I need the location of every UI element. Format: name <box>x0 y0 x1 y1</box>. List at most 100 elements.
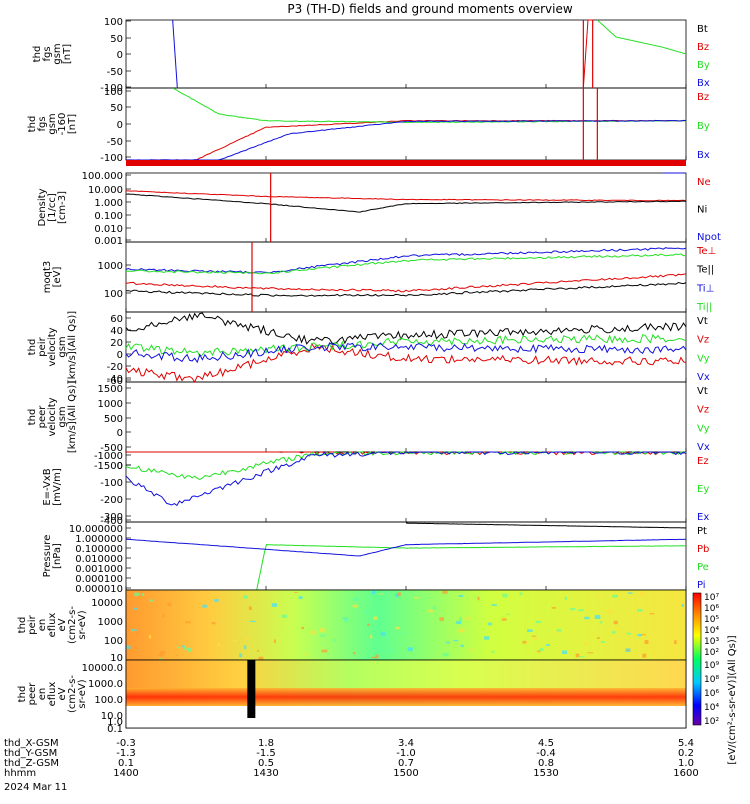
y-axis-label: thd <box>27 339 38 356</box>
y-axis-label: eV <box>57 618 68 631</box>
spectrogram-pixel <box>640 591 646 596</box>
y-tick-label: 100.0 <box>94 695 123 706</box>
spectrogram-pixel <box>612 594 619 598</box>
spectrogram-pixel <box>519 592 523 596</box>
spectrogram-pixel <box>501 618 507 621</box>
y-tick-label: 0.000100 <box>75 574 123 585</box>
y-tick-label: -100 <box>100 478 123 489</box>
x-axis-value: -0.4 <box>536 748 556 759</box>
quality-flag-bar <box>126 160 686 166</box>
spectrogram-pixel <box>594 615 601 619</box>
spectrogram-pixel <box>333 639 337 642</box>
colorbar-tick: 10⁵ <box>704 615 719 625</box>
spectrogram-pixel <box>370 635 373 639</box>
spectrogram-pixel <box>407 647 413 652</box>
spectrogram-pixel <box>397 592 401 597</box>
series-pressure-Pi <box>125 538 687 557</box>
y-axis-label: peir <box>27 614 38 634</box>
series-fgs-By <box>596 19 687 55</box>
y-axis-label: peer <box>37 405 48 429</box>
legend-entry: Pt <box>697 526 707 537</box>
spectrogram-pixel <box>596 595 599 597</box>
y-tick-label: -100 <box>100 153 123 164</box>
y-tick-label: 1.0 <box>107 717 123 728</box>
spectrograms <box>125 589 687 729</box>
y-axis-label: [nT] <box>67 114 78 134</box>
y-tick-label: 0.100000 <box>75 544 123 555</box>
y-tick-label: -500 <box>100 443 123 454</box>
x-axis-value: 4.5 <box>538 738 554 749</box>
spectrogram-pixel <box>142 593 145 596</box>
series-fgs_zoom-Bz <box>125 119 687 161</box>
y-axis-label: fgs <box>42 46 53 61</box>
legend-entry: Pb <box>697 544 709 555</box>
spectrogram-pixel <box>616 639 620 641</box>
y-tick-label: 1000 <box>98 399 123 410</box>
y-tick-label: 0 <box>117 350 123 361</box>
y-tick-label: -60 <box>107 376 123 387</box>
x-axis-row-label: thd_X-GSM <box>4 738 59 749</box>
x-axis-value: 0.1 <box>118 758 134 769</box>
y-tick-label: -400 <box>100 516 123 527</box>
spectrogram-pixel <box>583 641 589 646</box>
y-tick-label: -20 <box>107 362 123 373</box>
y-axis-label: peer <box>27 682 38 706</box>
colorbar-tick: 10² <box>704 717 719 727</box>
spectrogram-pixel <box>149 599 154 602</box>
spectrogram-pixel <box>301 626 305 630</box>
spectrogram-pixel <box>321 649 328 653</box>
spectrogram-pixel <box>131 629 137 631</box>
spectrogram-pixel <box>250 620 256 622</box>
spectrogram-pixel <box>491 650 495 653</box>
y-tick-label: 0 <box>117 461 123 472</box>
spectrogram-pixel <box>626 590 629 593</box>
spectrogram-pixel <box>546 644 550 647</box>
x-axis-row-label: thd_Z-GSM <box>4 758 59 769</box>
x-axis-value: -1.0 <box>396 748 416 759</box>
spectrogram-pixel <box>217 643 221 647</box>
y-tick-label: 10000.0 <box>82 663 123 674</box>
y-tick-label: -300 <box>100 512 123 523</box>
y-axis-label: sr-eV) <box>77 679 88 708</box>
spectrogram-pixel <box>181 645 185 648</box>
spectrogram-pixel <box>243 595 248 599</box>
spectrogram-pixel <box>364 609 370 614</box>
spectrogram-pixel <box>344 618 350 623</box>
y-tick-label: -100 <box>100 83 123 94</box>
legend-entry: Vt <box>697 386 708 397</box>
spectrogram-pixel <box>244 637 251 640</box>
y-axis-label: gsm <box>47 113 58 134</box>
spectrogram-pixel <box>428 609 434 613</box>
series-pressure-Pt <box>405 522 687 529</box>
legend-entry: Bt <box>697 24 708 35</box>
spectrogram-pixel <box>184 646 187 651</box>
spectrogram-pixel <box>539 648 544 651</box>
series-vi-Vt <box>125 312 687 345</box>
spectrogram-pixel <box>644 640 649 645</box>
y-tick-label: 40 <box>110 326 123 337</box>
y-axis-label: en <box>37 688 48 701</box>
x-axis-value: 5.4 <box>678 738 694 749</box>
y-tick-label: 100 <box>104 289 123 300</box>
y-tick-label: 1000 <box>98 261 123 272</box>
spectrogram-pixel <box>465 617 471 620</box>
panel-frame <box>125 241 687 313</box>
y-axis-label: eflux <box>47 682 58 707</box>
spectrogram-pixel <box>613 620 618 625</box>
series-density-Ne <box>126 190 687 202</box>
spectrogram-pixel <box>477 596 480 601</box>
spectrogram-pixel <box>185 621 191 624</box>
spectrogram-pixel <box>526 641 530 644</box>
spectrogram-pixel <box>570 608 576 611</box>
y-axis-label: thd <box>17 686 28 703</box>
legend-entry: Ti|| <box>696 302 712 313</box>
spectrogram-pixel <box>599 621 603 624</box>
y-tick-label: 0.001000 <box>75 564 123 575</box>
y-axis-label: thd <box>27 409 38 426</box>
series-temp-Te⊥ <box>125 273 687 293</box>
series-efield-Ey <box>125 451 687 480</box>
spectrogram-pixel <box>470 648 474 651</box>
y-axis-label: eV <box>57 687 68 700</box>
